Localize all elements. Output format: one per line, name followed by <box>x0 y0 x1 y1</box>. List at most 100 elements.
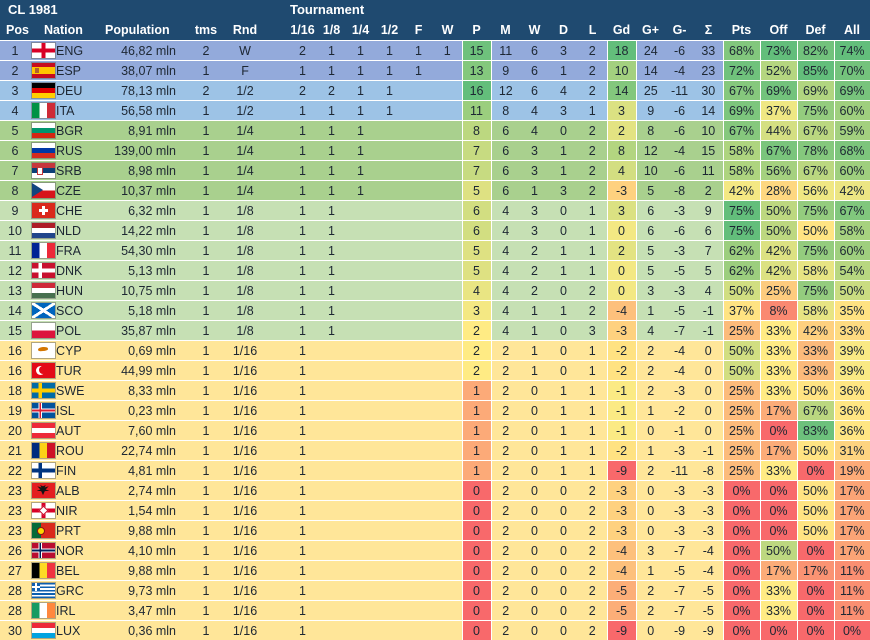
goal-diff-cell: -4 <box>606 540 637 561</box>
nation-cell: DNK <box>56 260 101 281</box>
goals-for-cell: 2 <box>636 460 666 481</box>
off-pct-cell: 33% <box>759 340 798 361</box>
all-pct-cell: 35% <box>833 300 870 321</box>
table-row: 18 SWE 8,33 mln 1 1/16 1 1 2 0 1 1 -1 2 -3 0 25% 33% 50% 3… <box>0 380 870 401</box>
flag-cell <box>30 160 56 181</box>
draws-cell: 0 <box>549 120 579 141</box>
col-header-sigma: Σ <box>694 19 724 41</box>
all-pct-cell: 11% <box>833 560 870 581</box>
matches-cell: 2 <box>491 400 521 421</box>
round-final-cell <box>404 340 434 361</box>
goals-for-cell: 2 <box>636 600 666 621</box>
off-pct-cell: 17% <box>759 440 798 461</box>
nation-cell: TUR <box>56 360 101 381</box>
round-r18-cell: 1 <box>317 60 347 81</box>
pos-cell: 2 <box>0 60 30 81</box>
def-pct-cell: 82% <box>796 40 835 61</box>
sigma-cell: -5 <box>694 580 724 601</box>
round-winner-cell <box>433 380 463 401</box>
round-r116-cell: 2 <box>288 40 318 61</box>
tms-cell: 1 <box>186 620 227 640</box>
pts-pct-cell: 50% <box>722 360 761 381</box>
col-header-goals-against: G- <box>665 19 695 41</box>
goals-for-cell: 2 <box>636 340 666 361</box>
table-row: 21 ROU 22,74 mln 1 1/16 1 1 2 0 1 1 -2 1 -3 -1 25% 17% 50… <box>0 440 870 461</box>
round-r12-cell: 1 <box>375 60 405 81</box>
wins-cell: 0 <box>520 620 550 640</box>
nation-cell: FRA <box>56 240 101 261</box>
tms-cell: 1 <box>186 560 227 581</box>
draws-cell: 3 <box>549 100 579 121</box>
wins-cell: 3 <box>520 140 550 161</box>
losses-cell: 2 <box>578 140 608 161</box>
draws-cell: 0 <box>549 220 579 241</box>
round-winner-cell <box>433 220 463 241</box>
round-r116-cell: 1 <box>288 100 318 121</box>
nation-cell: AUT <box>56 420 101 441</box>
rnd-cell: 1/4 <box>226 180 265 201</box>
rnd-cell: 1/16 <box>226 340 265 361</box>
off-pct-cell: 50% <box>759 200 798 221</box>
goal-diff-cell: -4 <box>606 300 637 321</box>
population-cell: 8,33 mln <box>100 380 187 401</box>
pts-pct-cell: 25% <box>722 420 761 441</box>
losses-cell: 2 <box>578 40 608 61</box>
matches-cell: 2 <box>491 500 521 521</box>
off-pct-cell: 0% <box>759 480 798 501</box>
nation-cell: ESP <box>56 60 101 81</box>
pts-pct-cell: 72% <box>722 60 761 81</box>
points-cell: 1 <box>461 380 492 401</box>
round-r116-cell: 1 <box>288 220 318 241</box>
spacer-cell <box>264 580 289 601</box>
goal-diff-cell: 4 <box>606 160 637 181</box>
rnd-cell: W <box>226 40 265 61</box>
population-cell: 22,74 mln <box>100 440 187 461</box>
nation-cell: ISL <box>56 400 101 421</box>
pos-cell: 21 <box>0 440 30 461</box>
round-r116-cell: 1 <box>288 280 318 301</box>
bel-flag-icon <box>31 562 55 578</box>
points-cell: 2 <box>461 340 492 361</box>
wins-cell: 1 <box>520 300 550 321</box>
off-pct-cell: 44% <box>759 120 798 141</box>
round-r12-cell <box>375 460 405 481</box>
nation-cell: GRC <box>56 580 101 601</box>
round-winner-cell <box>433 560 463 581</box>
round-r14-cell <box>346 460 376 481</box>
goal-diff-cell: 0 <box>606 260 637 281</box>
round-r14-cell <box>346 620 376 640</box>
round-r18-cell <box>317 460 347 481</box>
off-pct-cell: 33% <box>759 360 798 381</box>
rnd-cell: 1/4 <box>226 140 265 161</box>
pts-pct-cell: 50% <box>722 340 761 361</box>
round-r18-cell <box>317 580 347 601</box>
points-cell: 0 <box>461 540 492 561</box>
draws-cell: 0 <box>549 520 579 541</box>
def-pct-cell: 50% <box>796 520 835 541</box>
matches-cell: 4 <box>491 300 521 321</box>
matches-cell: 2 <box>491 520 521 541</box>
population-cell: 9,73 mln <box>100 580 187 601</box>
population-cell: 1,54 mln <box>100 500 187 521</box>
sigma-cell: 5 <box>694 260 724 281</box>
pts-pct-cell: 0% <box>722 540 761 561</box>
round-r18-cell: 1 <box>317 280 347 301</box>
round-final-cell <box>404 520 434 541</box>
wins-cell: 0 <box>520 380 550 401</box>
pos-cell: 9 <box>0 200 30 221</box>
flag-cell <box>30 260 56 281</box>
round-winner-cell <box>433 600 463 621</box>
round-r116-cell: 1 <box>288 560 318 581</box>
def-pct-cell: 0% <box>796 540 835 561</box>
tms-cell: 1 <box>186 200 227 221</box>
population-cell: 7,60 mln <box>100 420 187 441</box>
nation-cell: PRT <box>56 520 101 541</box>
flag-cell <box>30 560 56 581</box>
losses-cell: 1 <box>578 100 608 121</box>
round-r18-cell: 1 <box>317 40 347 61</box>
rnd-cell: 1/16 <box>226 580 265 601</box>
table-row: 6 RUS 139,00 mln 1 1/4 1 1 1 7 6 3 1 2 8 12 -4 15 58% 67% 7… <box>0 140 870 161</box>
round-r116-cell: 1 <box>288 140 318 161</box>
round-r12-cell <box>375 580 405 601</box>
rnd-cell: 1/4 <box>226 120 265 141</box>
